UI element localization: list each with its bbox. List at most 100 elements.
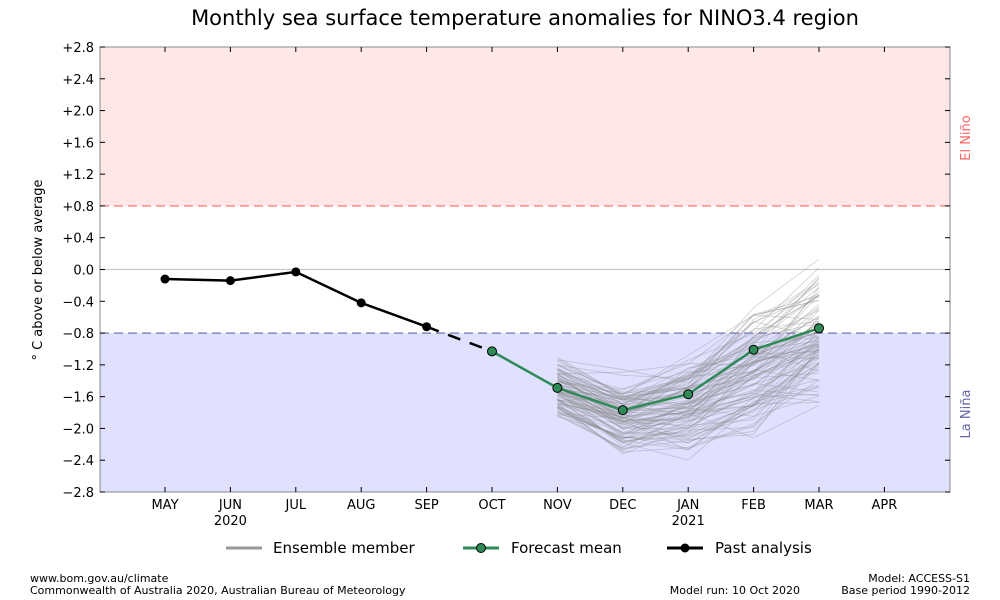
- x-tick-label: JAN: [676, 498, 699, 513]
- y-tick-label: +1.2: [62, 168, 94, 183]
- ensemble-member-line: [557, 345, 820, 440]
- x-tick-label: OCT: [478, 498, 505, 513]
- ensemble-member-line: [557, 379, 820, 453]
- forecast-mean-point: [552, 382, 563, 393]
- ensemble-member-line: [557, 386, 820, 439]
- y-tick-label: −1.6: [62, 391, 94, 406]
- ensemble-member-line: [557, 335, 820, 424]
- x-year-label: 2020: [214, 514, 247, 529]
- el-nino-band: [100, 47, 950, 206]
- ensemble-member-line: [557, 329, 820, 423]
- ensemble-member-line: [557, 346, 820, 440]
- el-nino-label: El Niño: [959, 115, 974, 161]
- ensemble-member-line: [557, 389, 820, 425]
- la-nina-label: La Niña: [959, 390, 974, 439]
- x-tick-label: MAY: [151, 498, 178, 513]
- ensemble-member-line: [557, 283, 820, 395]
- ensemble-member-line: [557, 309, 820, 398]
- series-lines: [160, 267, 824, 416]
- y-tick-label: +2.4: [62, 73, 94, 88]
- past-analysis-line: [164, 270, 428, 328]
- ensemble-member-line: [557, 295, 820, 422]
- y-tick-label: +1.6: [62, 136, 94, 151]
- ensemble-member-line: [557, 395, 820, 418]
- y-axis-ticks: +2.8 +2.4 +2.0 +1.6 +1.2 +0.8 +0.4 0.0 −0.4 −0.8 −…: [62, 41, 950, 501]
- ensemble-member-line: [557, 316, 820, 413]
- ensemble-member-line: [557, 362, 820, 444]
- ensemble-member-line: [557, 341, 820, 415]
- ensemble-member-line: [557, 386, 820, 448]
- forecast-mean-point: [487, 346, 497, 357]
- y-tick-label: +2.0: [62, 105, 94, 120]
- ensemble-member-line: [557, 322, 820, 410]
- ensemble-member-line: [557, 357, 820, 440]
- ensemble-member-line: [557, 274, 820, 379]
- ensemble-member-line: [557, 314, 820, 375]
- past-to-forecast-connector: [426, 325, 493, 353]
- x-tick-label: SEP: [414, 498, 438, 513]
- ensemble-member-line: [557, 355, 820, 442]
- legend: Ensemble member Forecast mean Past analy…: [226, 539, 812, 557]
- la-nina-band: [100, 333, 950, 492]
- ensemble-member-line: [557, 362, 820, 443]
- y-axis-label: ° C above or below average: [31, 179, 46, 360]
- x-tick-label: JUL: [285, 498, 307, 513]
- plot-background: [100, 47, 950, 492]
- ensemble-member-line: [557, 300, 820, 396]
- y-tick-label: −0.4: [62, 295, 94, 310]
- footer-url: www.bom.gov.au/climate: [30, 572, 169, 585]
- ensemble-member-line: [557, 306, 820, 419]
- ensemble-member-line: [557, 343, 820, 440]
- ensemble-member-line: [557, 353, 820, 430]
- ensemble-member-line: [557, 258, 820, 395]
- x-year-label: 2021: [672, 514, 705, 529]
- ensemble-member-line: [557, 331, 820, 416]
- ensemble-member-line: [557, 383, 820, 436]
- ensemble-member-line: [557, 267, 820, 390]
- forecast-mean-point: [617, 405, 628, 416]
- y-tick-label: +0.4: [62, 232, 94, 247]
- ensemble-member-line: [557, 294, 820, 384]
- ensemble-member-line: [557, 372, 820, 410]
- ensemble-member-line: [557, 299, 820, 397]
- ensemble-member-line: [557, 331, 820, 429]
- ensemble-member-line: [557, 337, 820, 415]
- y-tick-label: −2.4: [62, 454, 94, 469]
- ensemble-member-line: [557, 369, 820, 426]
- ensemble-member-line: [557, 340, 820, 422]
- ensemble-member-line: [557, 384, 820, 451]
- ensemble-member-line: [557, 347, 820, 411]
- past-analysis-point: [422, 322, 432, 332]
- ensemble-member-line: [557, 352, 820, 437]
- ensemble-member-line: [557, 320, 820, 398]
- legend-ensemble-label: Ensemble member: [273, 539, 416, 557]
- ensemble-member-line: [557, 283, 820, 393]
- ensemble-member-line: [557, 278, 820, 405]
- forecast-mean-line: [491, 327, 820, 412]
- ensemble-member-line: [557, 344, 820, 415]
- ensemble-member-line: [557, 287, 820, 404]
- x-tick-label: NOV: [543, 498, 572, 513]
- ensemble-member-line: [557, 351, 820, 428]
- ensemble-member-line: [557, 354, 820, 430]
- past-analysis-point: [225, 276, 235, 286]
- legend-past-marker: [680, 543, 690, 553]
- ensemble-member-line: [557, 401, 820, 461]
- ensemble-member-line: [557, 346, 820, 419]
- y-tick-label: +0.8: [62, 200, 94, 215]
- ensemble-member-line: [557, 349, 820, 443]
- ensemble-member-line: [557, 393, 820, 440]
- ensemble-member-line: [557, 337, 820, 405]
- ensemble-member-line: [557, 338, 820, 417]
- y-tick-label: −1.2: [62, 359, 94, 374]
- ensemble-member-line: [557, 363, 820, 449]
- ensemble-member-line: [557, 393, 820, 444]
- ensemble-member-line: [557, 378, 820, 451]
- ensemble-member-line: [557, 366, 820, 430]
- x-tick-label: MAR: [804, 498, 833, 513]
- y-tick-label: −0.8: [62, 327, 94, 342]
- chart-title: Monthly sea surface temperature anomalie…: [191, 6, 859, 30]
- ensemble-member-line: [557, 348, 820, 422]
- footer-copyright: Commonwealth of Australia 2020, Australi…: [30, 584, 406, 597]
